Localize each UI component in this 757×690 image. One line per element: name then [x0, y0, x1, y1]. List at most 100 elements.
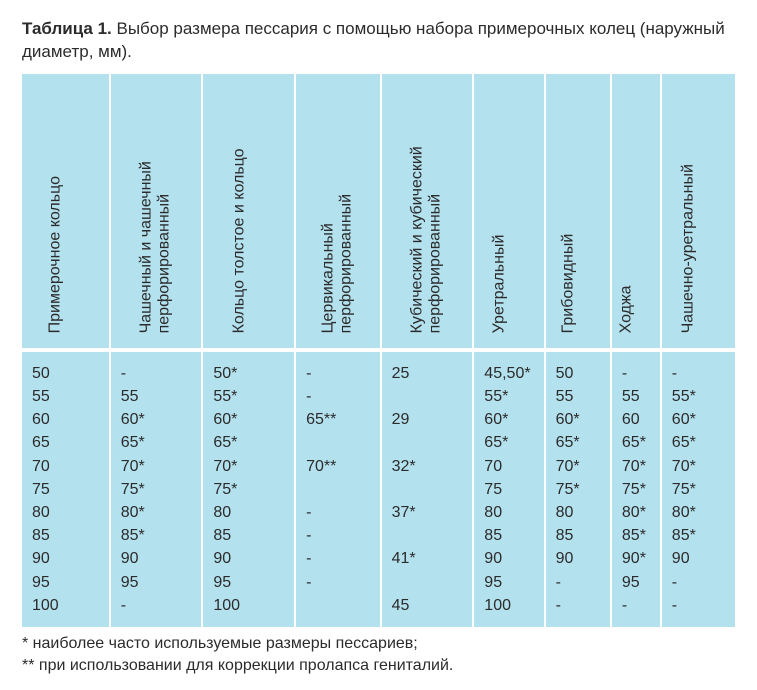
cell-value: 45	[392, 594, 469, 617]
cell-value: 41*	[392, 547, 469, 570]
cell-value: 90	[484, 547, 539, 570]
column-header-text: Чашечный и чашечный	[138, 162, 156, 334]
column-header-text: перфорированный	[427, 194, 445, 333]
cell-value: 60*	[672, 408, 731, 431]
cell-value: 25	[392, 362, 469, 385]
cell-value: 80	[556, 501, 606, 524]
cell-value: 75*	[213, 478, 290, 501]
cell-value: 65*	[484, 431, 539, 454]
cell-value: 65*	[672, 431, 731, 454]
cell-value: 90*	[622, 547, 656, 570]
cell-value: 80	[484, 501, 539, 524]
column-header-text: Кольцо толстое и кольцо	[230, 149, 248, 334]
column-header: Грибовидный	[545, 74, 611, 350]
cell-value: 60*	[121, 408, 198, 431]
cell-value: 80	[213, 501, 290, 524]
cell-value: 55	[556, 385, 606, 408]
cell-value	[306, 594, 376, 617]
cell-value: 95	[32, 571, 105, 594]
column-header: Цервикальныйперфорированный	[295, 74, 381, 350]
column-header-text: Цервикальный	[319, 224, 337, 334]
cell-value	[392, 524, 469, 547]
cell-value: 70**	[306, 455, 376, 478]
table-cell: 25 29 32* 37* 41* 45	[381, 350, 474, 627]
cell-value: -	[622, 362, 656, 385]
footnote: ** при использовании для коррекции прола…	[22, 655, 735, 677]
cell-value: 50	[32, 362, 105, 385]
table-cell: --65** 70** ----	[295, 350, 381, 627]
column-header-text: Уретральный	[491, 235, 509, 334]
cell-value: -	[672, 594, 731, 617]
cell-value: -	[306, 524, 376, 547]
table-caption: Таблица 1. Выбор размера пессария с помо…	[22, 18, 735, 64]
cell-value: 95	[622, 571, 656, 594]
cell-value: 95	[213, 571, 290, 594]
cell-value: 85	[213, 524, 290, 547]
cell-value: 85	[556, 524, 606, 547]
cell-value: 65**	[306, 408, 376, 431]
cell-value: 60	[32, 408, 105, 431]
cell-value: 95	[484, 571, 539, 594]
cell-value: 55*	[672, 385, 731, 408]
cell-value: 75	[484, 478, 539, 501]
column-header-text: Ходжа	[617, 286, 635, 334]
cell-value: 65*	[121, 431, 198, 454]
cell-value: 70	[32, 455, 105, 478]
cell-value: 55*	[484, 385, 539, 408]
cell-value: 90	[213, 547, 290, 570]
cell-value: -	[556, 594, 606, 617]
column-header-text: Чашечно-уретральный	[680, 165, 698, 334]
column-header: Примерочное кольцо	[22, 74, 110, 350]
cell-value: -	[306, 501, 376, 524]
cell-value: -	[121, 362, 198, 385]
table-cell: -55*60*65*70*75*80*85*90--	[661, 350, 735, 627]
cell-value: 100	[213, 594, 290, 617]
cell-value: 55*	[213, 385, 290, 408]
table-cell: 505560*65*70*75*808590--	[545, 350, 611, 627]
cell-value: 70	[484, 455, 539, 478]
cell-value: 100	[32, 594, 105, 617]
cell-value: -	[306, 547, 376, 570]
cell-value: 90	[556, 547, 606, 570]
cell-value: 95	[121, 571, 198, 594]
table-cell: -5560*65*70*75*80*85*9095-	[110, 350, 203, 627]
cell-value	[392, 431, 469, 454]
cell-value: 75	[32, 478, 105, 501]
cell-value	[392, 385, 469, 408]
cell-value: 75*	[622, 478, 656, 501]
cell-value: 55	[622, 385, 656, 408]
cell-value: 37*	[392, 501, 469, 524]
cell-value: -	[306, 385, 376, 408]
cell-value: 80*	[622, 501, 656, 524]
table-cell: -556065*70*75*80*85*90*95-	[611, 350, 661, 627]
table-label: Таблица 1.	[22, 19, 112, 38]
cell-value: 65	[32, 431, 105, 454]
cell-value: 75*	[121, 478, 198, 501]
table-figure: Таблица 1. Выбор размера пессария с помо…	[0, 0, 757, 690]
cell-value: 45,50*	[484, 362, 539, 385]
cell-value: 75*	[556, 478, 606, 501]
table-body-row: 50556065707580859095100-5560*65*70*75*80…	[22, 350, 735, 627]
column-header: Кольцо толстое и кольцо	[202, 74, 295, 350]
cell-value: 85*	[121, 524, 198, 547]
cell-value: 80*	[121, 501, 198, 524]
table-cell: 50556065707580859095100	[22, 350, 110, 627]
cell-value: 65*	[556, 431, 606, 454]
cell-value: 85	[484, 524, 539, 547]
cell-value: 90	[32, 547, 105, 570]
cell-value: 100	[484, 594, 539, 617]
cell-value: 65*	[213, 431, 290, 454]
cell-value: -	[556, 571, 606, 594]
cell-value: 55	[121, 385, 198, 408]
cell-value: 70*	[121, 455, 198, 478]
cell-value	[392, 571, 469, 594]
column-header: Кубический и кубическийперфорированный	[381, 74, 474, 350]
cell-value: -	[306, 571, 376, 594]
cell-value: 29	[392, 408, 469, 431]
column-header-text: Примерочное кольцо	[47, 177, 65, 334]
cell-value: 70*	[672, 455, 731, 478]
cell-value: 85*	[672, 524, 731, 547]
footnote: * наиболее часто используемые размеры пе…	[22, 633, 735, 655]
column-header: Чашечный и чашечныйперфорированный	[110, 74, 203, 350]
cell-value: -	[672, 571, 731, 594]
